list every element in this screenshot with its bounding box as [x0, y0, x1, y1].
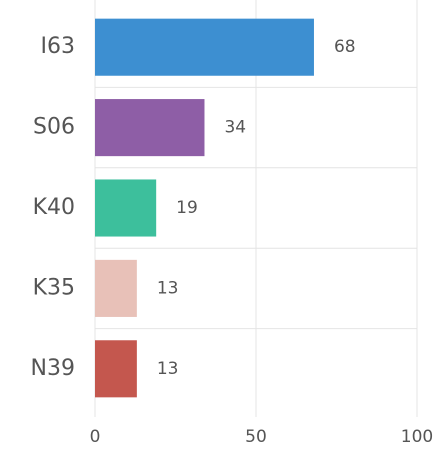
value-label: 13 — [157, 359, 179, 379]
x-tick-label: 100 — [401, 427, 433, 447]
bar — [95, 259, 137, 317]
value-label: 68 — [334, 37, 356, 57]
x-tick-label: 50 — [245, 427, 267, 447]
value-label: 13 — [157, 278, 179, 298]
bar — [95, 99, 205, 157]
y-tick-label: K35 — [33, 275, 75, 300]
bar — [95, 179, 157, 237]
y-tick-label: S06 — [33, 115, 75, 140]
bar — [95, 340, 137, 398]
bar — [95, 18, 314, 76]
x-tick-label: 0 — [90, 427, 101, 447]
y-tick-label: N39 — [31, 356, 75, 381]
value-label: 34 — [224, 118, 246, 138]
value-label: 19 — [176, 198, 198, 218]
y-tick-label: I63 — [41, 34, 75, 59]
y-tick-label: K40 — [33, 195, 75, 220]
